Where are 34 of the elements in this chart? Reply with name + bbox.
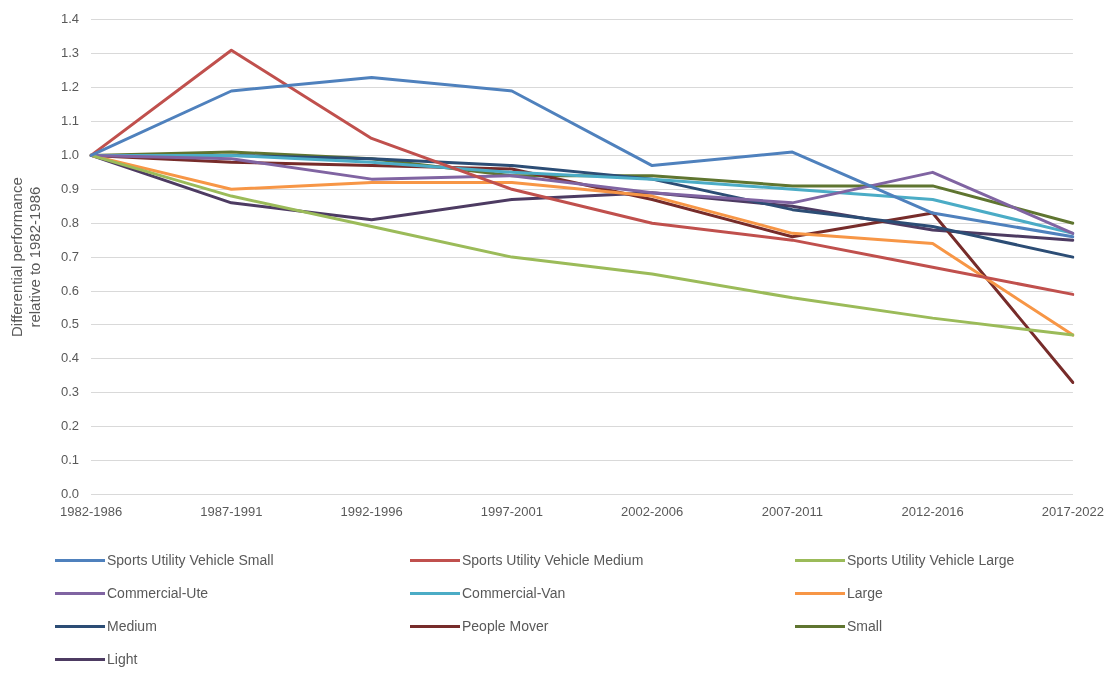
y-axis-title: Differential performance relative to 1982-1986	[8, 177, 44, 338]
legend-label: Medium	[107, 618, 157, 634]
y-tick-label: 0.5	[60, 316, 80, 332]
x-tick-label: 1997-2001	[480, 503, 543, 519]
legend-label: People Mover	[462, 618, 549, 634]
y-tick-label: 1.3	[60, 45, 80, 61]
y-tick-label: 1.0	[60, 146, 80, 162]
x-tick-label: 2007-2011	[761, 503, 823, 519]
y-tick-label: 1.1	[60, 113, 80, 129]
y-tick-label: 0.2	[60, 418, 80, 434]
y-tick-label: 0.8	[60, 214, 80, 230]
y-tick-label: 0.1	[60, 452, 80, 468]
y-tick-label: 0.4	[60, 350, 80, 366]
x-tick-label: 2017-2022	[1041, 503, 1104, 519]
y-tick-label: 0.7	[60, 248, 80, 264]
legend-label: Small	[847, 618, 883, 634]
x-tick-label: 1992-1996	[340, 503, 403, 519]
x-tick-label: 1982-1986	[59, 503, 123, 519]
legend-label: Sports Utility Vehicle Medium	[462, 552, 644, 568]
y-tick-label: 0.9	[60, 180, 80, 196]
y-tick-label: 1.2	[60, 79, 80, 95]
legend-label: Sports Utility Vehicle Small	[107, 552, 274, 568]
legend-label: Large	[847, 585, 883, 601]
legend-label: Sports Utility Vehicle Large	[847, 552, 1015, 568]
y-tick-label: 1.4	[60, 11, 80, 27]
x-tick-label: 2012-2016	[901, 503, 964, 519]
x-tick-label: 2002-2006	[621, 503, 684, 519]
y-tick-label: 0.0	[60, 485, 80, 501]
legend-label: Light	[107, 651, 138, 667]
y-tick-label: 0.3	[60, 384, 80, 400]
x-tick-label: 1987-1991	[200, 503, 263, 519]
legend-label: Commercial-Van	[462, 585, 566, 601]
legend-label: Commercial-Ute	[107, 585, 209, 601]
y-tick-label: 0.6	[60, 282, 80, 298]
